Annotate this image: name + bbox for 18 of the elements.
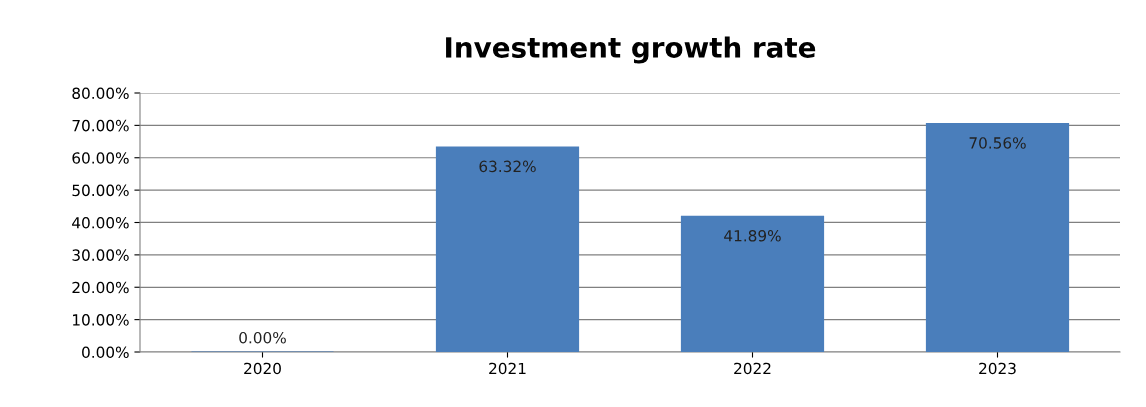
y-tick-label: 80.00%: [72, 87, 129, 100]
y-tick-label: 70.00%: [72, 119, 129, 132]
x-tick-label: 2022: [734, 362, 771, 375]
x-tick-label: 2020: [244, 362, 281, 375]
data-label: 70.56%: [969, 137, 1026, 149]
x-tick-label: 2021: [489, 362, 526, 375]
y-tick-label: 10.00%: [73, 314, 129, 326]
x-tick-label: 2023: [979, 362, 1016, 375]
y-tick-label: 0.00%: [82, 346, 129, 359]
chart-title: Investment growth rate: [446, 36, 816, 64]
y-tick-label: 40.00%: [72, 216, 129, 229]
data-label: 41.89%: [724, 229, 781, 242]
y-tick-label: 60.00%: [72, 152, 129, 164]
data-label: 63.32%: [479, 160, 536, 173]
y-tick-label: 20.00%: [72, 281, 129, 294]
y-tick-label: 50.00%: [72, 184, 129, 197]
data-label: 0.00%: [239, 331, 286, 344]
y-tick-label: 30.00%: [72, 249, 129, 261]
